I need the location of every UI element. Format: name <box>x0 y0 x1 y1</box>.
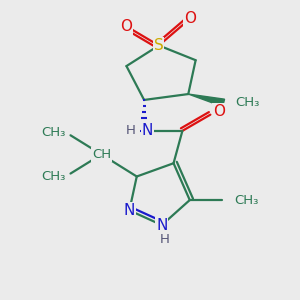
Polygon shape <box>188 94 224 106</box>
Text: N: N <box>156 218 167 232</box>
Text: H: H <box>126 124 136 137</box>
Text: CH: CH <box>92 148 111 161</box>
Text: CH₃: CH₃ <box>42 170 66 183</box>
Text: H: H <box>160 233 170 246</box>
Text: CH₃: CH₃ <box>42 126 66 139</box>
Text: N: N <box>124 203 135 218</box>
Text: CH₃: CH₃ <box>234 194 258 207</box>
Text: CH₃: CH₃ <box>236 96 260 110</box>
Text: O: O <box>184 11 196 26</box>
Text: O: O <box>120 19 132 34</box>
Text: N: N <box>141 123 153 138</box>
Text: S: S <box>154 38 164 53</box>
Text: O: O <box>213 104 225 119</box>
